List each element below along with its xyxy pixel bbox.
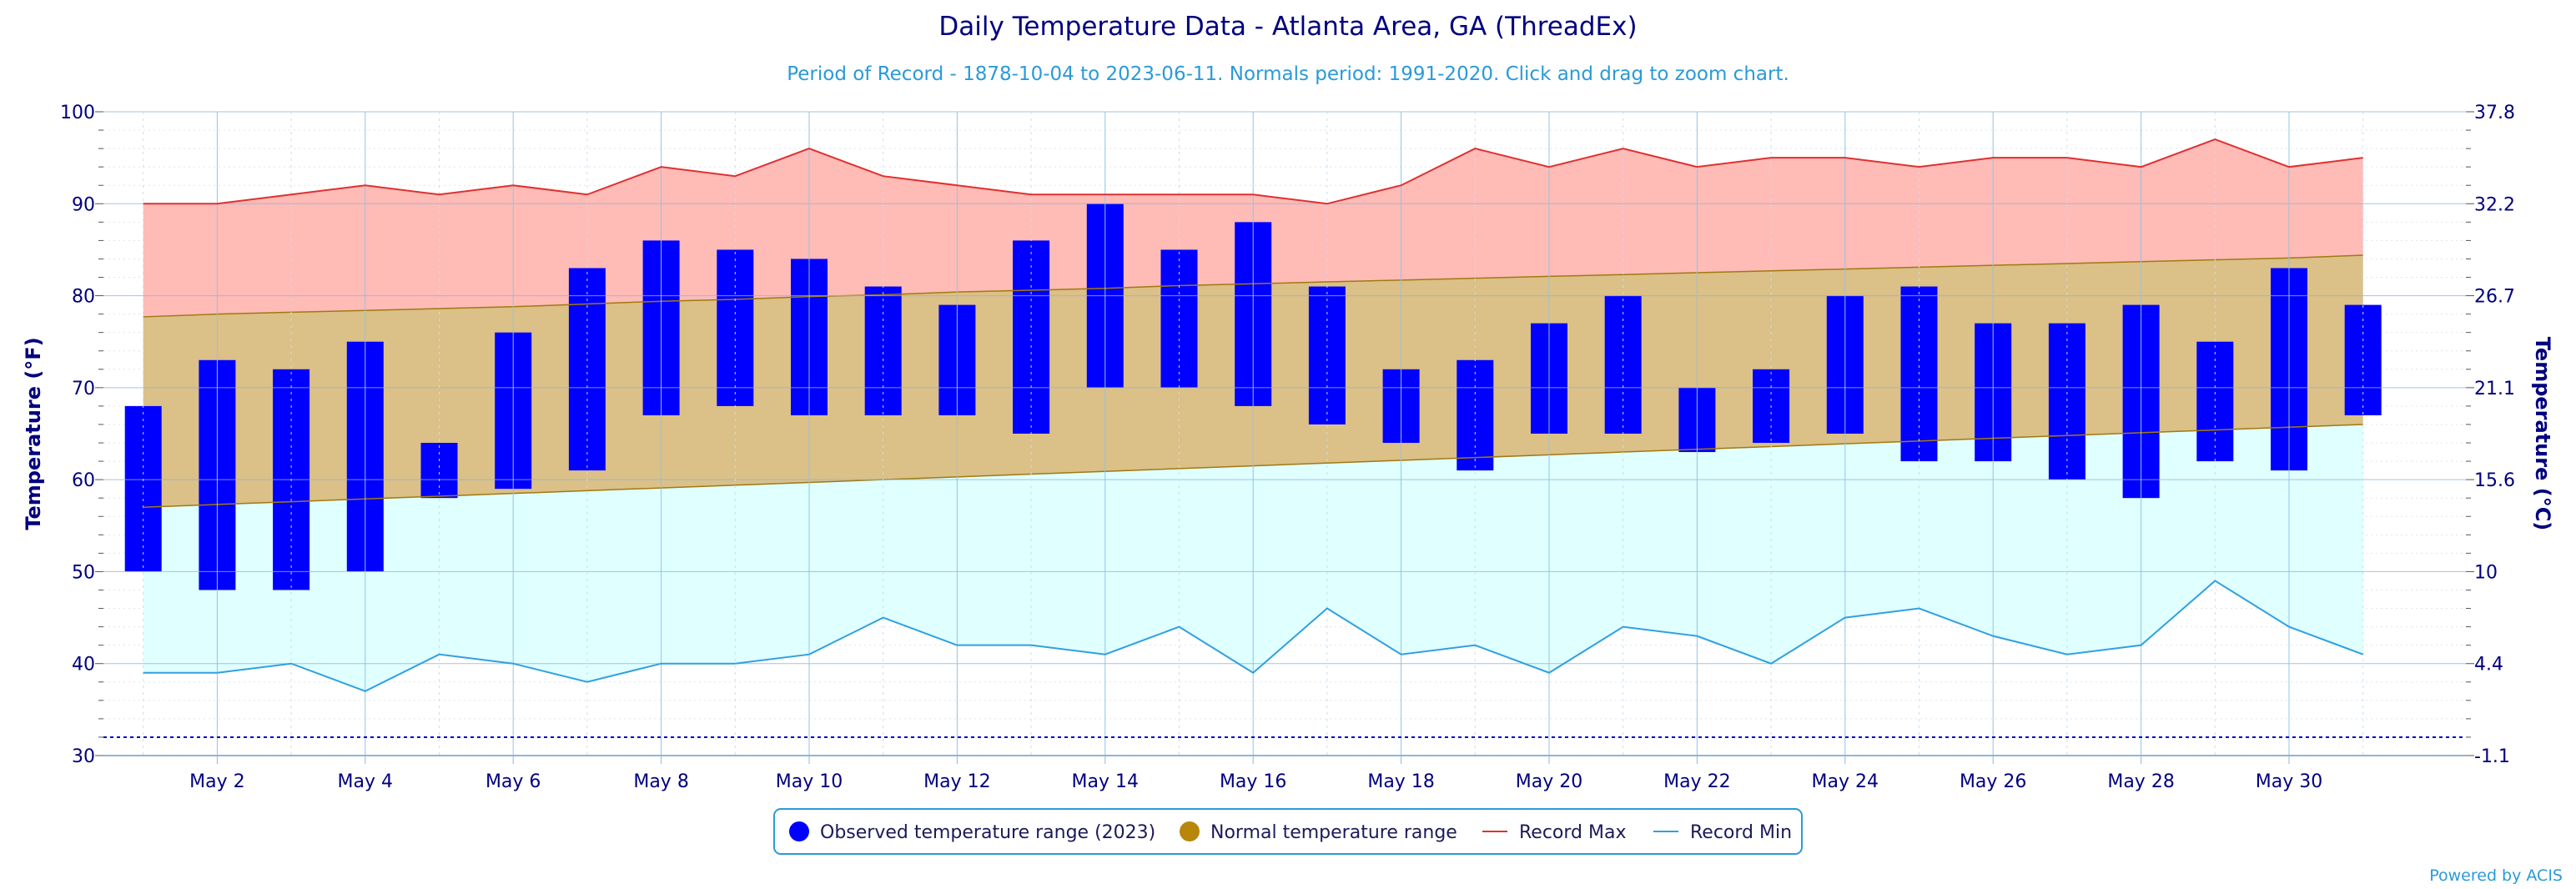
x-tick-label: May 6: [486, 771, 541, 792]
record-max-line: [143, 138, 2363, 205]
x-tick-label: May 2: [189, 771, 244, 792]
x-tick-label: May 30: [2256, 771, 2322, 792]
x-tick-label: May 16: [1220, 771, 1286, 792]
y-right-tick-label: 10: [2474, 562, 2498, 583]
y-right-tick-label: 37.8: [2474, 103, 2515, 123]
y-right-tick-label: -1.1: [2474, 746, 2510, 767]
y-left-tick-label: 30: [72, 746, 95, 767]
y-right-tick-label: 4.4: [2474, 655, 2503, 676]
legend: Observed temperature range (2023) Normal…: [773, 808, 1803, 855]
y-left-tick-label: 40: [72, 655, 95, 676]
chart-subtitle: Period of Record - 1878-10-04 to 2023-06…: [787, 63, 1789, 85]
legend-record-min-label: Record Min: [1690, 822, 1792, 843]
x-tick-label: May 8: [633, 771, 688, 792]
y-left-tick-label: 60: [72, 470, 95, 491]
record-min-line: [143, 580, 2364, 692]
y-left-tick-label: 100: [60, 103, 95, 123]
observed-bar-day-5: [420, 443, 458, 499]
x-tick-label: May 12: [923, 771, 990, 792]
observed-bar-day-13: [1013, 240, 1050, 434]
legend-item-normal[interactable]: Normal temperature range: [1180, 821, 1457, 843]
y-left-tick-label: 70: [72, 379, 95, 399]
y-left-tick-label: 50: [72, 562, 95, 583]
legend-observed-label: Observed temperature range (2023): [820, 822, 1155, 843]
legend-box: [773, 808, 1803, 855]
legend-item-observed[interactable]: Observed temperature range (2023): [789, 821, 1155, 843]
x-tick-label: May 14: [1072, 771, 1139, 792]
y-left-tick-label: 80: [72, 287, 95, 308]
y-axis-left-title: Temperature (°F): [22, 337, 45, 530]
x-tick-label: May 28: [2107, 771, 2174, 792]
legend-normal-marker: [1180, 821, 1200, 841]
x-tick-label: May 26: [1960, 771, 2026, 792]
legend-record-max-label: Record Max: [1519, 822, 1627, 843]
x-tick-label: May 10: [776, 771, 843, 792]
acis-credit-link[interactable]: Powered by ACIS: [2429, 866, 2563, 885]
x-tick-label: May 4: [338, 771, 393, 792]
y-right-tick-label: 26.7: [2474, 287, 2515, 308]
y-axis-right-title: Temperature (°C): [2531, 337, 2554, 531]
y-right-tick-label: 15.6: [2474, 470, 2515, 491]
legend-item-record-max[interactable]: Record Max: [1482, 822, 1627, 843]
x-tick-label: May 20: [1516, 771, 1582, 792]
y-left-tick-label: 90: [72, 194, 95, 215]
observed-bar-day-7: [568, 268, 606, 471]
legend-item-record-min[interactable]: Record Min: [1653, 822, 1792, 843]
x-tick-label: May 18: [1367, 771, 1434, 792]
observed-bar-day-17: [1308, 286, 1346, 424]
x-tick-label: May 24: [1812, 771, 1879, 792]
x-tick-label: May 22: [1663, 771, 1730, 792]
legend-observed-marker: [789, 821, 809, 841]
legend-normal-label: Normal temperature range: [1210, 822, 1457, 843]
y-right-tick-label: 21.1: [2474, 379, 2515, 399]
y-right-tick-label: 32.2: [2474, 194, 2515, 215]
observed-bar-day-29: [2196, 341, 2234, 462]
chart-title: Daily Temperature Data - Atlanta Area, G…: [938, 12, 1637, 42]
axes: 30 40 50 60 70 80 90 100 -1.1 4.4 10 15.6 21.1 26.7 32…: [60, 103, 2515, 792]
